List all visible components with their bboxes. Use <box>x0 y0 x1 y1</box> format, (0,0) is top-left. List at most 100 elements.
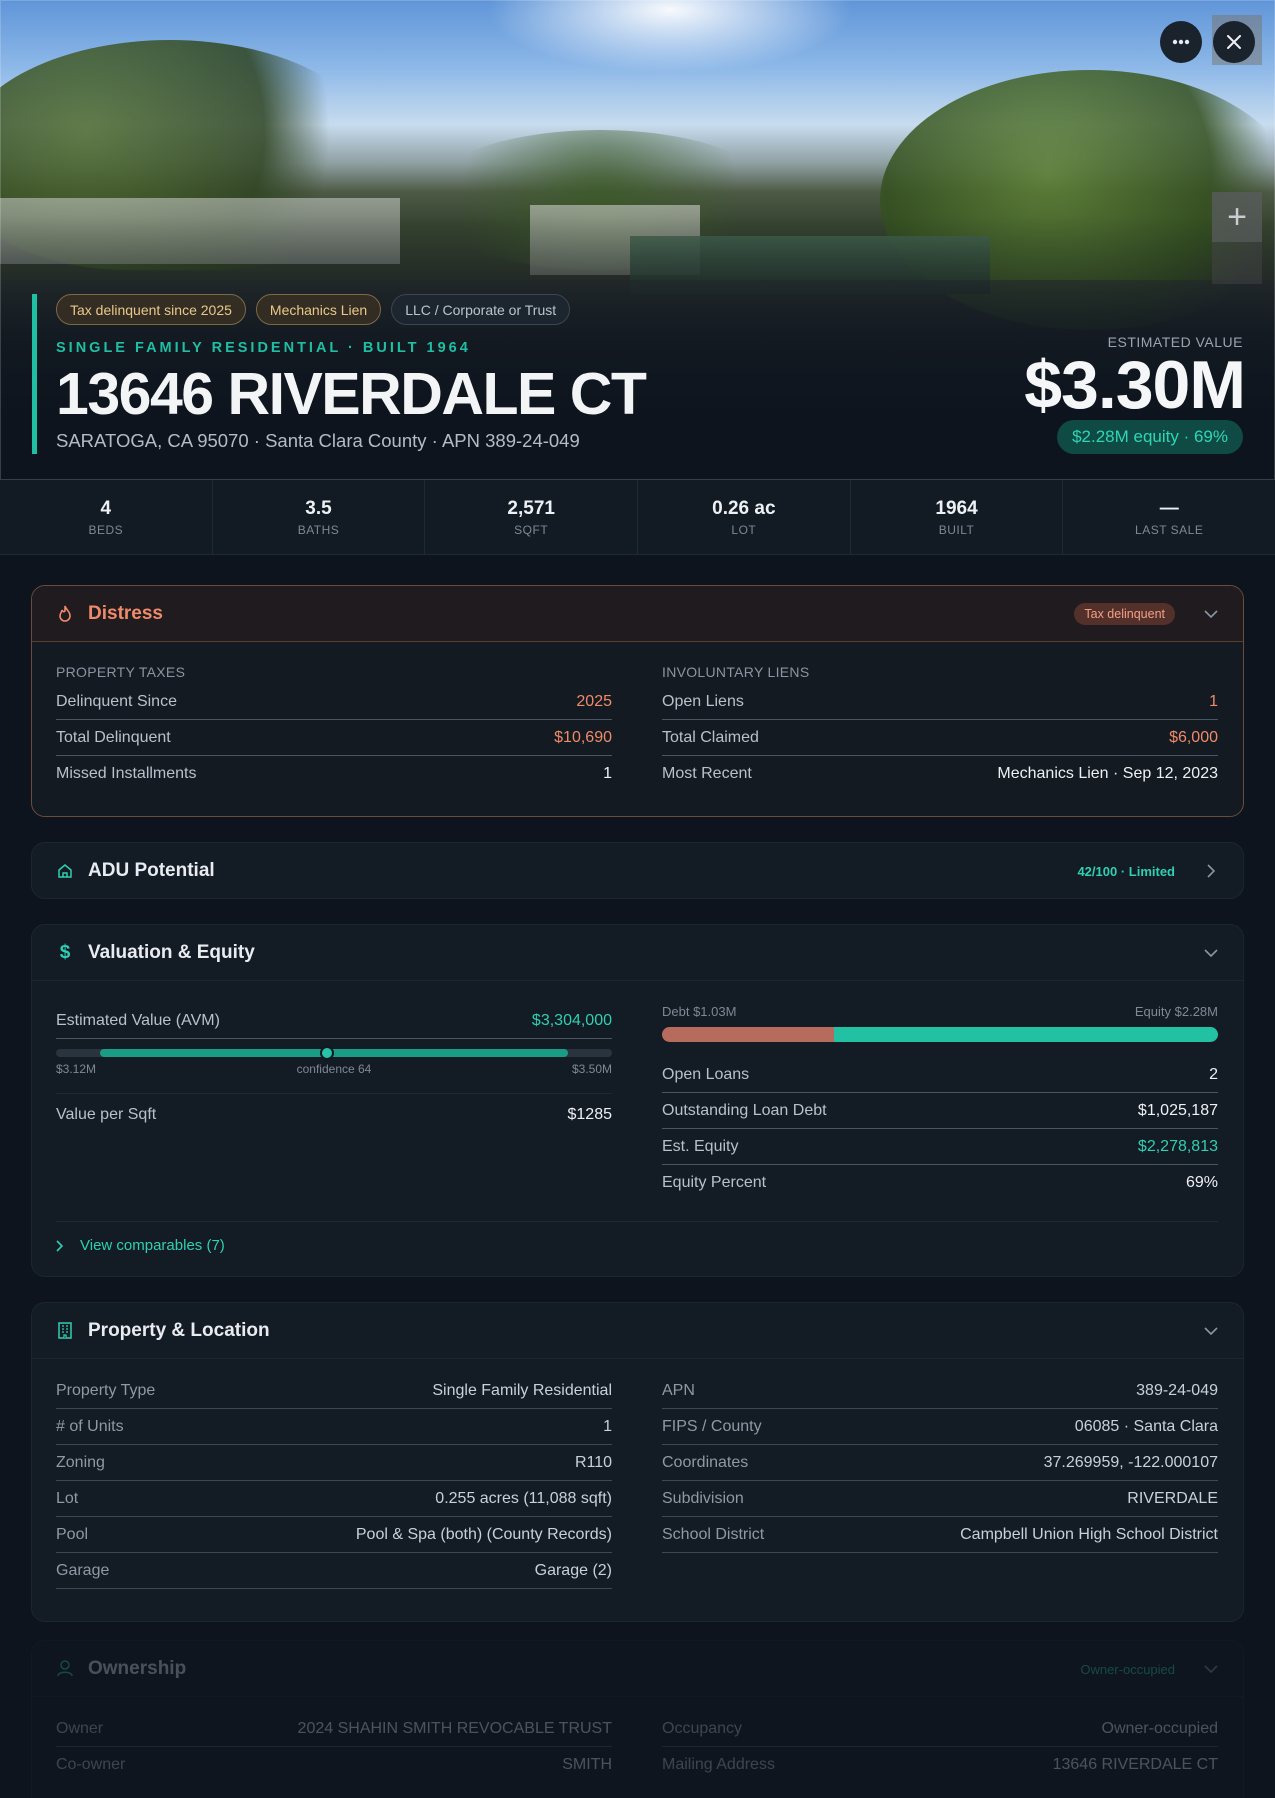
property-title: Property & Location <box>88 1319 270 1341</box>
equity-pill: $2.28M equity · 69% <box>1057 420 1243 454</box>
row-value: 0.255 acres (11,088 sqft) <box>435 1489 612 1507</box>
stat-label: BUILT <box>938 523 975 537</box>
list-item: Occupancy Owner-occupied <box>662 1711 1218 1747</box>
stat-label: BEDS <box>88 523 124 537</box>
row-key: Missed Installments <box>56 765 197 782</box>
loan-section: Open Loans 2 Outstanding Loan Debt $1,025,… <box>662 1057 1218 1201</box>
zoom-in-button[interactable]: + <box>1212 192 1262 242</box>
chevron-down-icon[interactable] <box>1203 945 1219 961</box>
adu-score: 42/100 · Limited <box>1077 863 1175 879</box>
chevron-down-icon[interactable] <box>1203 1323 1219 1339</box>
row-value: 2024 SHAHIN SMITH REVOCABLE TRUST <box>297 1719 612 1737</box>
more-options-button[interactable] <box>1160 21 1202 63</box>
distress-header[interactable]: Distress Tax delinquent <box>32 586 1243 642</box>
list-item: APN 389-24-049 <box>662 1373 1218 1409</box>
adu-header[interactable]: ADU Potential 42/100 · Limited <box>32 843 1243 898</box>
row-value: 37.269959, -122.000107 <box>1043 1453 1218 1471</box>
row-key: Coordinates <box>662 1453 749 1471</box>
avm-range-knob <box>319 1046 334 1060</box>
row-value: 69% <box>1185 1174 1218 1191</box>
row-value: 2025 <box>576 692 612 710</box>
row-key: Lot <box>56 1489 79 1507</box>
row-key: Subdivision <box>662 1489 744 1507</box>
row-key: Co-owner <box>56 1756 126 1773</box>
list-item: Equity Percent 69% <box>662 1165 1218 1201</box>
row-value: $10,690 <box>554 728 612 746</box>
property-header[interactable]: Property & Location <box>32 1303 1243 1359</box>
row-value: Owner-occupied <box>1101 1719 1219 1737</box>
debt-label: Debt $1.03M <box>662 1004 737 1019</box>
row-key: Pool <box>56 1525 89 1543</box>
row-key: Mailing Address <box>662 1756 775 1773</box>
stat-value: 2,571 <box>507 498 555 519</box>
adu-card[interactable]: ADU Potential 42/100 · Limited <box>31 842 1244 899</box>
range-low-label: $3.12M <box>56 1062 97 1076</box>
zoom-out-button[interactable] <box>1212 242 1262 284</box>
chevron-down-icon[interactable] <box>1203 1661 1219 1677</box>
row-value: Campbell Union High School District <box>960 1525 1218 1543</box>
property-location: SARATOGA, CA 95070 · Santa Clara County … <box>56 430 580 451</box>
accent-bar <box>32 294 37 454</box>
list-item: Est. Equity $2,278,813 <box>662 1129 1218 1165</box>
view-comparables-label: View comparables (7) <box>80 1237 225 1254</box>
row-key: Open Liens <box>662 692 744 710</box>
avm-label: Estimated Value (AVM) <box>56 1011 220 1029</box>
list-item: Missed Installments 1 <box>56 756 612 792</box>
building-icon <box>56 1322 74 1340</box>
equity-label: Equity $2.28M <box>1134 1004 1218 1019</box>
row-key: Total Claimed <box>662 728 759 746</box>
chevron-down-icon[interactable] <box>1203 606 1219 622</box>
user-icon <box>56 1660 74 1678</box>
vps-label: Value per Sqft <box>56 1106 157 1123</box>
chevron-right-icon <box>56 1239 64 1252</box>
stat-beds: 4 BEDS <box>0 480 213 554</box>
close-button[interactable] <box>1213 21 1255 63</box>
stat-value: 0.26 ac <box>712 498 776 519</box>
ownership-header[interactable]: Ownership Owner-occupied <box>32 1641 1243 1697</box>
ownership-title: Ownership <box>88 1657 187 1679</box>
debt-segment <box>662 1027 835 1042</box>
list-item: Outstanding Loan Debt $1,025,187 <box>662 1093 1218 1129</box>
avm-section: Estimated Value (AVM) $3,304,000 <box>56 1003 612 1039</box>
stat-value: 3.5 <box>305 498 332 519</box>
row-value: SMITH <box>562 1756 612 1773</box>
list-item: Mailing Address 13646 RIVERDALE CT <box>662 1747 1218 1783</box>
stat-baths: 3.5 BATHS <box>213 480 426 554</box>
row-value: Garage (2) <box>534 1561 612 1579</box>
stats-bar: 4 BEDS 3.5 BATHS 2,571 SQFT 0.26 ac LOT 1964… <box>0 480 1275 555</box>
ownership-right-column: Occupancy Owner-occupied Mailing Address 1… <box>662 1711 1218 1783</box>
list-item: School District Campbell Union High Schoo… <box>662 1517 1218 1553</box>
row-key: Total Delinquent <box>56 728 171 746</box>
row-key: Most Recent <box>662 765 752 782</box>
row-key: Outstanding Loan Debt <box>662 1101 827 1119</box>
row-value: 1 <box>603 1417 612 1435</box>
range-high-label: $3.50M <box>571 1062 612 1076</box>
list-item: Zoning R110 <box>56 1445 612 1481</box>
chevron-right-icon[interactable] <box>1203 863 1219 879</box>
home-icon <box>56 862 74 880</box>
row-value: Pool & Spa (both) (County Records) <box>355 1525 612 1543</box>
vps-row: Value per Sqft $1285 <box>56 1097 612 1133</box>
photo-shade <box>0 0 1275 480</box>
valuation-header[interactable]: $ Valuation & Equity <box>32 925 1243 981</box>
row-key: Est. Equity <box>662 1137 739 1155</box>
involuntary-liens-section: INVOLUNTARY LIENS Open Liens 1 Total Clai… <box>662 664 1218 792</box>
row-key: Property Type <box>56 1381 156 1399</box>
list-item: Property Type Single Family Residential <box>56 1373 612 1409</box>
stat-label: BATHS <box>297 523 340 537</box>
list-item: Subdivision RIVERDALE <box>662 1481 1218 1517</box>
stat-sqft: 2,571 SQFT <box>425 480 639 554</box>
ownership-tag: Owner-occupied <box>1080 1661 1175 1677</box>
divider <box>56 1221 1218 1222</box>
more-icon <box>1172 39 1190 45</box>
stat-lot: 0.26 ac LOT <box>638 480 851 554</box>
stat-last-sale: — LAST SALE <box>1063 480 1275 554</box>
ownership-card: Ownership Owner-occupied Owner 2024 SHAHI… <box>31 1640 1244 1798</box>
distress-title: Distress <box>88 602 163 624</box>
row-value: $2,278,813 <box>1137 1137 1218 1155</box>
ownership-left-column: Owner 2024 SHAHIN SMITH REVOCABLE TRUST C… <box>56 1711 612 1783</box>
list-item: Coordinates 37.269959, -122.000107 <box>662 1445 1218 1481</box>
valuation-title: Valuation & Equity <box>88 941 255 963</box>
list-item: Lot 0.255 acres (11,088 sqft) <box>56 1481 612 1517</box>
view-comparables-link[interactable]: View comparables (7) <box>56 1237 225 1254</box>
